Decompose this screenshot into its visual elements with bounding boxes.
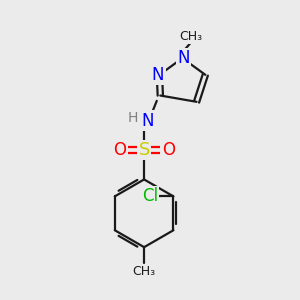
Text: O: O xyxy=(113,141,127,159)
Text: N: N xyxy=(141,112,154,130)
Text: CH₃: CH₃ xyxy=(133,265,156,278)
Text: O: O xyxy=(162,141,175,159)
Text: N: N xyxy=(178,49,190,67)
Text: CH₃: CH₃ xyxy=(180,30,203,44)
Text: Cl: Cl xyxy=(142,188,158,206)
Text: H: H xyxy=(128,111,138,125)
Text: S: S xyxy=(138,141,150,159)
Text: N: N xyxy=(152,66,164,84)
